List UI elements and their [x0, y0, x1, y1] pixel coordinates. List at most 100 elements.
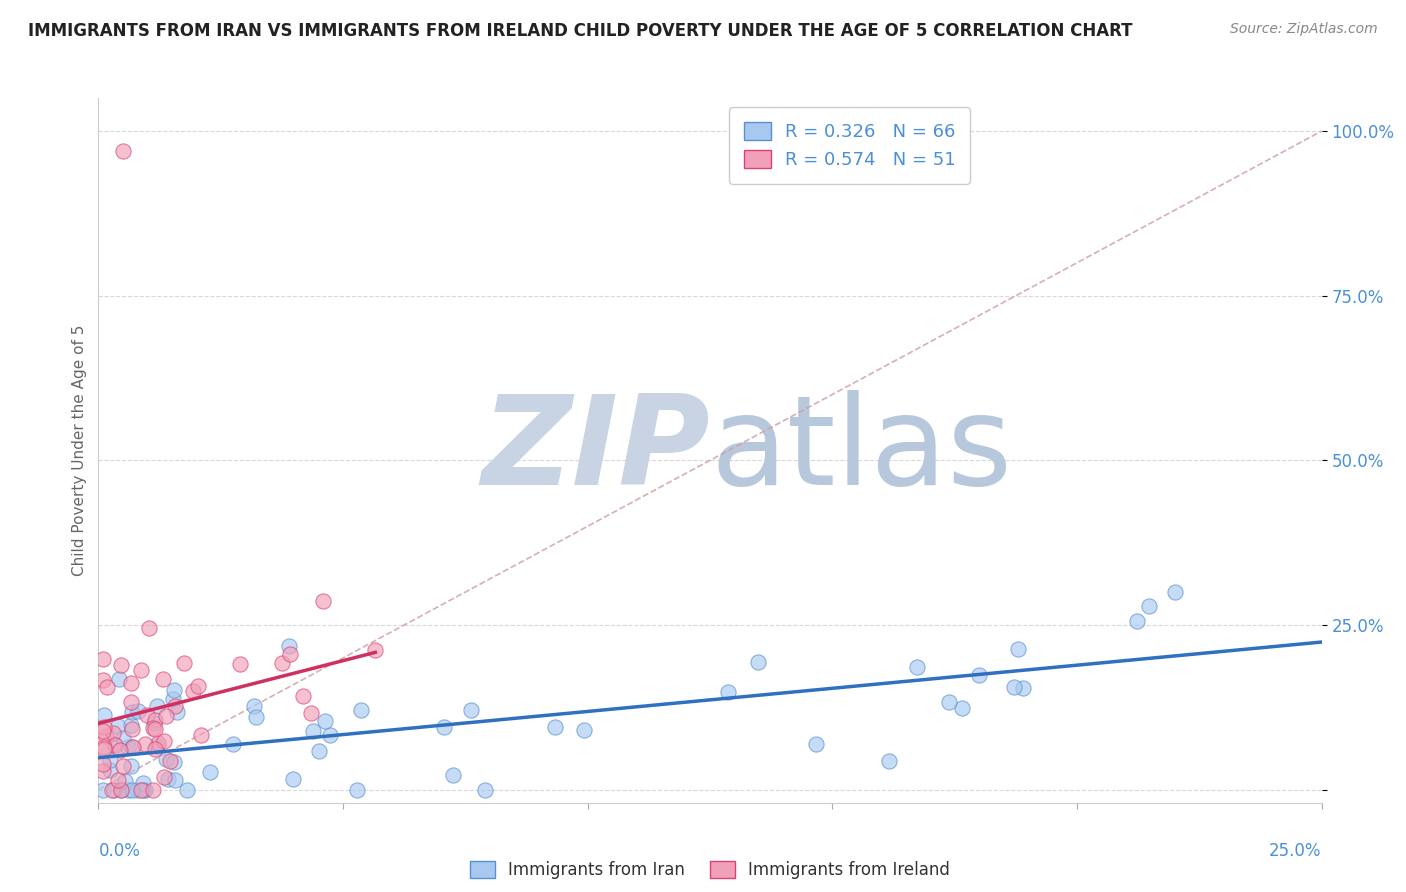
Point	[93, 720, 115, 734]
Text: atlas: atlas	[710, 390, 1012, 511]
Point	[155, 752, 177, 766]
Text: 25.0%: 25.0%	[1270, 841, 1322, 860]
Point	[91, 782, 114, 797]
Point	[93, 740, 115, 755]
Point	[125, 782, 148, 797]
Point	[127, 704, 149, 718]
Point	[121, 740, 143, 755]
Point	[132, 776, 155, 790]
Point	[110, 657, 132, 672]
Text: ZIP: ZIP	[481, 390, 710, 511]
Text: Source: ZipAtlas.com: Source: ZipAtlas.com	[1230, 22, 1378, 37]
Point	[162, 691, 184, 706]
Point	[134, 737, 156, 751]
Point	[110, 782, 132, 797]
Point	[245, 710, 267, 724]
Point	[278, 639, 301, 653]
Point	[153, 770, 176, 784]
Point	[190, 727, 212, 741]
Point	[91, 757, 114, 772]
Point	[146, 736, 169, 750]
Text: 0.0%: 0.0%	[98, 841, 141, 860]
Point	[163, 682, 186, 697]
Point	[94, 729, 117, 743]
Point	[1007, 642, 1029, 657]
Point	[142, 715, 165, 730]
Point	[132, 782, 155, 797]
Point	[142, 721, 165, 735]
Point	[143, 742, 166, 756]
Point	[146, 699, 169, 714]
Point	[108, 673, 131, 687]
Point	[129, 663, 152, 677]
Point	[181, 684, 204, 698]
Point	[314, 714, 336, 729]
Point	[103, 737, 125, 751]
Point	[155, 708, 177, 723]
Point	[806, 737, 828, 751]
Point	[319, 728, 342, 742]
Point	[134, 782, 156, 797]
Point	[152, 734, 174, 748]
Text: IMMIGRANTS FROM IRAN VS IMMIGRANTS FROM IRELAND CHILD POVERTY UNDER THE AGE OF 5: IMMIGRANTS FROM IRAN VS IMMIGRANTS FROM …	[28, 22, 1133, 40]
Point	[198, 764, 221, 779]
Point	[120, 759, 142, 773]
Point	[143, 723, 166, 737]
Point	[143, 713, 166, 727]
Point	[879, 754, 901, 768]
Point	[100, 782, 122, 797]
Point	[159, 755, 181, 769]
Point	[93, 742, 115, 756]
Point	[98, 764, 121, 778]
Point	[308, 744, 330, 758]
Point	[291, 689, 314, 703]
Point	[142, 782, 165, 797]
Point	[474, 782, 496, 797]
Point	[152, 672, 174, 686]
Point	[1164, 584, 1187, 599]
Point	[120, 695, 142, 709]
Point	[165, 773, 187, 788]
Point	[114, 773, 136, 788]
Point	[176, 782, 198, 797]
Point	[110, 782, 132, 797]
Point	[107, 719, 129, 733]
Point	[173, 656, 195, 670]
Point	[1012, 681, 1035, 695]
Point	[135, 707, 157, 722]
Point	[187, 679, 209, 693]
Point	[121, 722, 143, 736]
Point	[117, 782, 139, 797]
Point	[166, 705, 188, 719]
Point	[111, 144, 134, 158]
Point	[163, 755, 186, 769]
Point	[157, 772, 180, 786]
Point	[146, 739, 169, 753]
Point	[138, 621, 160, 635]
Point	[967, 668, 990, 682]
Point	[112, 759, 135, 773]
Point	[1137, 599, 1160, 614]
Point	[1002, 680, 1025, 694]
Point	[91, 673, 114, 688]
Point	[950, 700, 973, 714]
Point	[101, 725, 124, 739]
Point	[1126, 614, 1149, 628]
Point	[574, 723, 596, 737]
Point	[120, 676, 142, 690]
Point	[129, 782, 152, 797]
Point	[717, 684, 740, 698]
Point	[278, 647, 301, 661]
Point	[107, 772, 129, 787]
Point	[91, 652, 114, 666]
Point	[121, 782, 143, 797]
Point	[93, 707, 115, 722]
Y-axis label: Child Poverty Under the Age of 5: Child Poverty Under the Age of 5	[72, 325, 87, 576]
Point	[301, 724, 323, 739]
Point	[433, 720, 456, 734]
Point	[96, 680, 118, 694]
Legend: Immigrants from Iran, Immigrants from Ireland: Immigrants from Iran, Immigrants from Ir…	[463, 855, 957, 886]
Point	[103, 782, 125, 797]
Point	[108, 743, 131, 757]
Point	[120, 717, 142, 731]
